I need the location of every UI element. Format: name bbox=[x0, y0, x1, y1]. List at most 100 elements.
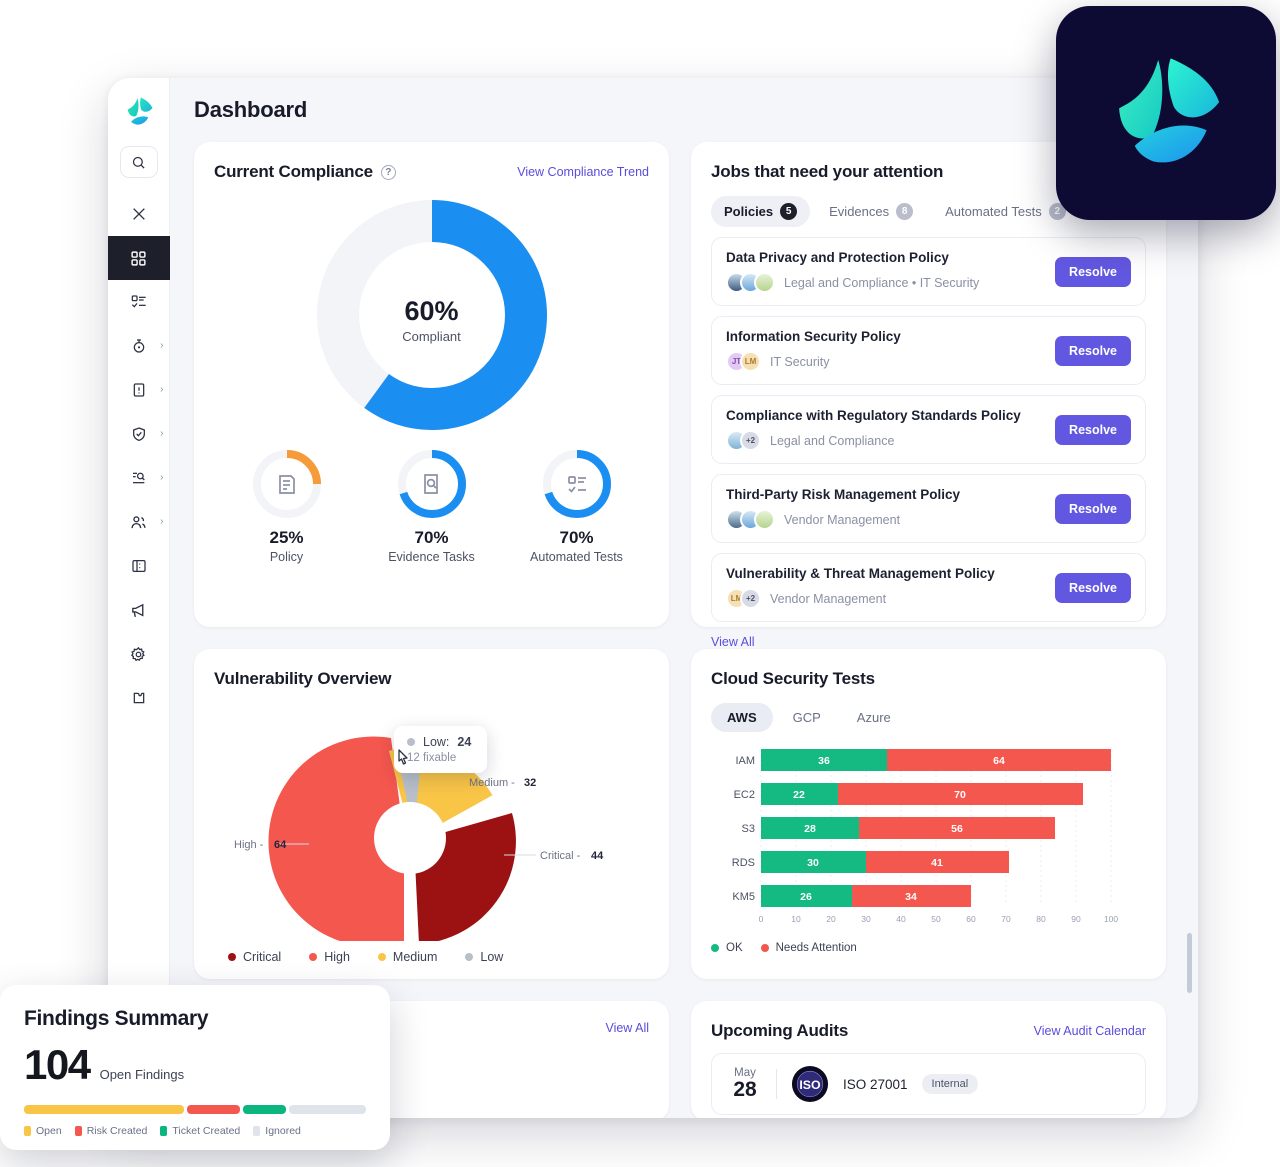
bar-segment-ok[interactable] bbox=[761, 749, 887, 771]
bar-segment-attention[interactable] bbox=[866, 851, 1009, 873]
table-row[interactable]: Data Privacy and Protection Policy Legal… bbox=[711, 237, 1146, 306]
view-compliance-trend-link[interactable]: View Compliance Trend bbox=[517, 165, 649, 179]
current-compliance-card: Current Compliance ? View Compliance Tre… bbox=[194, 142, 669, 627]
sidebar-item-controls[interactable]: › bbox=[108, 412, 170, 456]
pinwheel-logo-icon bbox=[1119, 58, 1220, 163]
vulnerability-tooltip: Low: 24 12 fixable bbox=[394, 726, 487, 773]
svg-text:30: 30 bbox=[807, 857, 819, 869]
metric-evidence-tasks[interactable]: 70% Evidence Tasks bbox=[372, 448, 492, 564]
legend-item-high[interactable]: High bbox=[309, 950, 350, 964]
question-circle-icon[interactable]: ? bbox=[380, 164, 396, 180]
automated-tests-icon bbox=[567, 476, 586, 493]
legend-dot-icon bbox=[228, 953, 236, 961]
findings-segment-ticket[interactable] bbox=[243, 1105, 287, 1114]
sidebar-item-announcements[interactable] bbox=[108, 588, 170, 632]
tab-automated-tests-count: 2 bbox=[1048, 203, 1066, 220]
legend-label: OK bbox=[726, 942, 743, 954]
table-row[interactable]: Third-Party Risk Management Policy Vendo… bbox=[711, 474, 1146, 543]
sidebar-item-integrations[interactable] bbox=[108, 676, 170, 720]
status-badge: Internal bbox=[921, 1074, 979, 1094]
sidebar-item-policies[interactable]: › bbox=[108, 368, 170, 412]
list-item[interactable]: May 28 ISO ISO 27001 Internal bbox=[711, 1053, 1146, 1115]
legend-item-critical[interactable]: Critical bbox=[228, 950, 281, 964]
cloud-legend: OK Needs Attention bbox=[711, 942, 1146, 954]
slice-high[interactable] bbox=[268, 736, 404, 947]
sidebar-item-people[interactable]: › bbox=[108, 500, 170, 544]
job-title: Vulnerability & Threat Management Policy bbox=[726, 566, 995, 581]
resolve-button[interactable]: Resolve bbox=[1055, 335, 1131, 366]
bar-segment-ok[interactable] bbox=[761, 851, 866, 873]
findings-legend: Open Risk Created Ticket Created Ignored bbox=[24, 1125, 366, 1137]
checklist-icon bbox=[131, 295, 146, 308]
job-info: Information Security Policy JT LM IT Sec… bbox=[726, 329, 901, 372]
donut-hole bbox=[374, 802, 446, 874]
slice-label-medium: Medium - bbox=[469, 777, 515, 789]
bar-segment-attention[interactable] bbox=[852, 885, 971, 907]
axis-tick: 0 bbox=[759, 914, 764, 924]
bar-segment-attention[interactable] bbox=[887, 749, 1111, 771]
job-info: Data Privacy and Protection Policy Legal… bbox=[726, 250, 979, 293]
tab-gcp[interactable]: GCP bbox=[792, 710, 821, 725]
view-audit-calendar-link[interactable]: View Audit Calendar bbox=[1033, 1024, 1146, 1038]
svg-text:41: 41 bbox=[931, 857, 943, 869]
sidebar-item-monitoring[interactable]: › bbox=[108, 324, 170, 368]
resolve-button[interactable]: Resolve bbox=[1055, 493, 1131, 524]
compliance-donut-center: 60% Compliant bbox=[402, 296, 461, 344]
vulnerability-legend: Critical High Medium Low bbox=[214, 950, 649, 964]
sidebar-item-audits[interactable]: › bbox=[108, 456, 170, 500]
tab-evidences[interactable]: Evidences 8 bbox=[816, 196, 926, 227]
jobs-view-all-link[interactable]: View All bbox=[711, 635, 755, 649]
grid-dashboard-icon bbox=[131, 250, 146, 266]
metric-automated-tests[interactable]: 70% Automated Tests bbox=[517, 448, 637, 564]
job-meta: Legal and Compliance • IT Security bbox=[726, 272, 979, 293]
metric-policy[interactable]: 25% Policy bbox=[227, 448, 347, 564]
app-logo-icon[interactable] bbox=[122, 94, 156, 128]
legend-swatch-icon bbox=[253, 1126, 261, 1136]
sidebar-item-shortcuts[interactable] bbox=[108, 192, 170, 236]
tab-aws[interactable]: AWS bbox=[711, 703, 773, 732]
sidebar-item-dashboard[interactable] bbox=[108, 236, 170, 280]
main-content: Dashboard Current Compliance ? View Comp… bbox=[170, 78, 1198, 1118]
resolve-button[interactable]: Resolve bbox=[1055, 256, 1131, 287]
sidebar-item-settings[interactable] bbox=[108, 632, 170, 676]
legend-label: Ticket Created bbox=[172, 1125, 241, 1137]
bar-segment-attention[interactable] bbox=[838, 783, 1083, 805]
legend-item-medium[interactable]: Medium bbox=[377, 950, 437, 964]
findings-segment-open[interactable] bbox=[24, 1105, 184, 1114]
metric-policy-label: Policy bbox=[269, 550, 304, 564]
tab-azure[interactable]: Azure bbox=[856, 710, 891, 725]
findings-segment-ignored[interactable] bbox=[289, 1105, 367, 1114]
tab-evidences-label: Evidences bbox=[829, 204, 890, 219]
axis-tick: 30 bbox=[861, 914, 871, 924]
table-row[interactable]: Compliance with Regulatory Standards Pol… bbox=[711, 395, 1146, 464]
chevron-right-icon: › bbox=[160, 340, 164, 351]
sidebar-item-tasks[interactable] bbox=[108, 280, 170, 324]
sidebar-item-vendors[interactable] bbox=[108, 544, 170, 588]
legend-item-low[interactable]: Low bbox=[465, 950, 503, 964]
jobs-tabs: Policies 5 Evidences 8 Automated Tests 2 bbox=[711, 196, 1146, 227]
bar-segment-attention[interactable] bbox=[859, 817, 1055, 839]
stopwatch-icon bbox=[133, 339, 144, 353]
resolve-button[interactable]: Resolve bbox=[1055, 414, 1131, 445]
svg-text:44: 44 bbox=[591, 850, 604, 862]
scrollbar-thumb[interactable] bbox=[1187, 933, 1192, 993]
avatar-overflow: +2 bbox=[740, 588, 761, 609]
frameworks-view-all-link[interactable]: View All bbox=[605, 1021, 649, 1035]
bar-segment-ok[interactable] bbox=[761, 783, 838, 805]
users-icon bbox=[131, 515, 146, 528]
legend-label: Critical bbox=[243, 950, 282, 964]
resolve-button[interactable]: Resolve bbox=[1055, 572, 1131, 603]
bar-segment-ok[interactable] bbox=[761, 817, 859, 839]
slice-label-high: High - bbox=[234, 839, 264, 851]
server-icon bbox=[131, 560, 146, 572]
avatar-overflow: +2 bbox=[740, 430, 761, 451]
avatar-stack bbox=[726, 272, 775, 293]
table-row[interactable]: Information Security Policy JT LM IT Sec… bbox=[711, 316, 1146, 385]
findings-segment-risk[interactable] bbox=[186, 1105, 241, 1114]
bar-segment-ok[interactable] bbox=[761, 885, 852, 907]
sidebar-item-search[interactable] bbox=[119, 146, 158, 178]
tab-automated-tests[interactable]: Automated Tests 2 bbox=[932, 196, 1079, 227]
table-row[interactable]: Vulnerability & Threat Management Policy… bbox=[711, 553, 1146, 622]
tab-policies[interactable]: Policies 5 bbox=[711, 196, 811, 227]
findings-title: Findings Summary bbox=[24, 1007, 209, 1030]
